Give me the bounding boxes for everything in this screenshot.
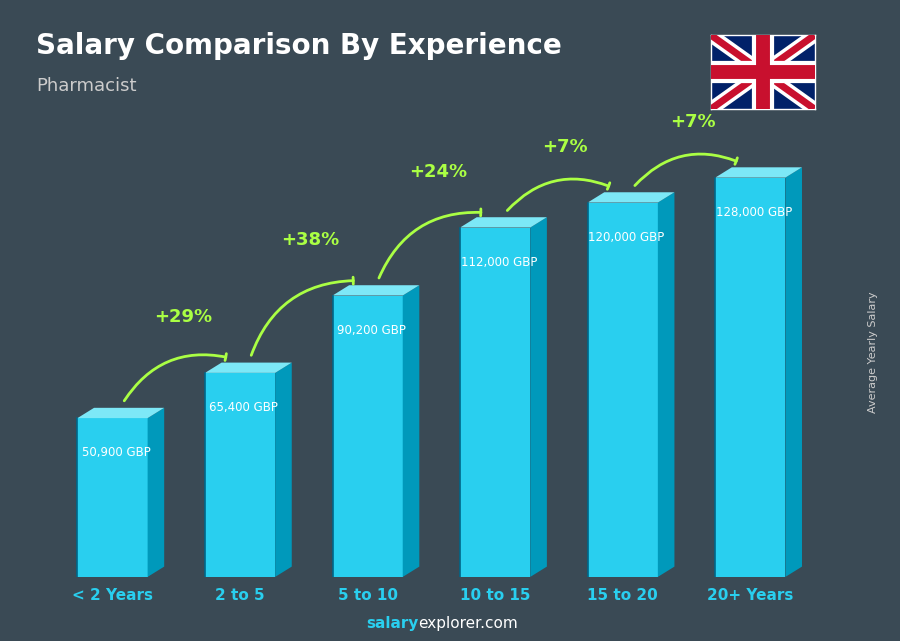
Polygon shape — [786, 167, 802, 577]
Polygon shape — [530, 217, 547, 577]
Text: explorer.com: explorer.com — [418, 616, 518, 631]
Polygon shape — [588, 192, 674, 203]
Polygon shape — [205, 363, 292, 373]
Text: Salary Comparison By Experience: Salary Comparison By Experience — [36, 32, 562, 60]
Polygon shape — [588, 203, 658, 577]
Polygon shape — [658, 192, 674, 577]
Text: 90,200 GBP: 90,200 GBP — [337, 324, 406, 337]
Text: +7%: +7% — [543, 138, 589, 156]
Text: 50,900 GBP: 50,900 GBP — [82, 446, 150, 459]
Text: +24%: +24% — [409, 163, 467, 181]
Text: +7%: +7% — [670, 113, 716, 131]
Polygon shape — [148, 408, 164, 577]
Polygon shape — [402, 285, 419, 577]
Polygon shape — [716, 178, 786, 577]
Text: +38%: +38% — [281, 231, 339, 249]
Text: 128,000 GBP: 128,000 GBP — [716, 206, 792, 219]
Text: 65,400 GBP: 65,400 GBP — [210, 401, 278, 414]
Polygon shape — [333, 296, 402, 577]
Text: 120,000 GBP: 120,000 GBP — [589, 231, 665, 244]
Polygon shape — [77, 418, 148, 577]
Polygon shape — [716, 167, 802, 178]
Polygon shape — [460, 217, 547, 228]
Text: Pharmacist: Pharmacist — [36, 77, 137, 95]
Text: +29%: +29% — [154, 308, 211, 326]
Text: 112,000 GBP: 112,000 GBP — [461, 256, 537, 269]
Text: salary: salary — [366, 616, 418, 631]
Polygon shape — [77, 408, 164, 418]
Polygon shape — [333, 285, 419, 296]
Text: Average Yearly Salary: Average Yearly Salary — [868, 292, 878, 413]
Polygon shape — [460, 228, 530, 577]
Polygon shape — [275, 363, 292, 577]
Polygon shape — [205, 373, 275, 577]
